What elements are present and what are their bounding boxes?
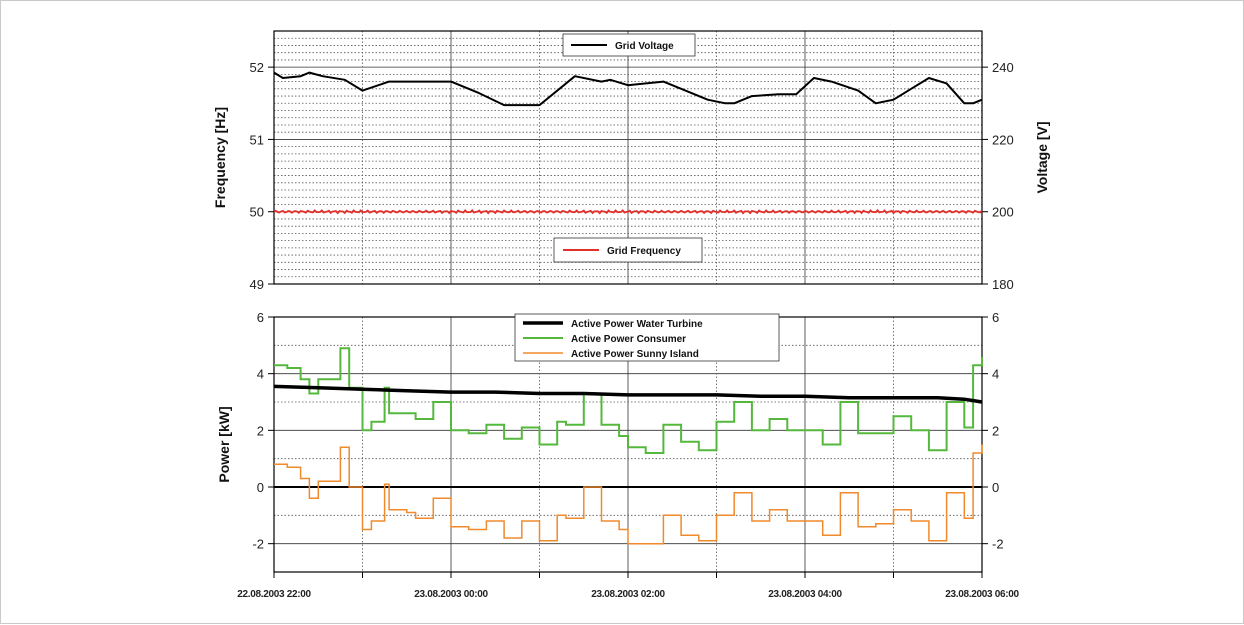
- bottom-right-tick-label: 6: [992, 310, 999, 325]
- top-panel-plot-frame: [273, 30, 983, 285]
- top-right-tick-label: 240: [992, 60, 1014, 75]
- top-right-tick-label: 180: [992, 277, 1014, 292]
- top-left-tick-label: 49: [250, 277, 264, 292]
- bottom-right-tick-label: 0: [992, 480, 999, 495]
- x-tick-label: 22.08.2003 22:00: [237, 589, 311, 600]
- legend-grid-voltage-label: Grid Voltage: [615, 41, 674, 52]
- x-tick-label: 23.08.2003 04:00: [768, 589, 842, 600]
- bottom-right-tick-label: 4: [992, 367, 999, 382]
- legend-grid-frequency-label: Grid Frequency: [607, 246, 681, 257]
- legend-grid-voltage-box: [562, 33, 696, 57]
- top-right-tick-label: 220: [992, 132, 1014, 147]
- top-left-tick-label: 50: [250, 205, 264, 220]
- bottom-left-tick-label: -2: [252, 537, 264, 552]
- x-tick-label: 23.08.2003 02:00: [591, 589, 665, 600]
- bottom-left-tick-label: 6: [257, 310, 264, 325]
- top-left-axis-label: Frequency [Hz]: [212, 107, 228, 208]
- active-power-sunny-island-line: [274, 444, 983, 545]
- grid-frequency-line: [273, 208, 983, 215]
- top-right-tick-label: 200: [992, 205, 1014, 220]
- legend-water-turbine-label: Active Power Water Turbine: [571, 319, 703, 330]
- legend-consumer-label: Active Power Consumer: [571, 334, 686, 345]
- bottom-left-tick-label: 2: [257, 423, 264, 438]
- grid-voltage-line: [273, 71, 983, 107]
- bottom-left-tick-label: 0: [257, 480, 264, 495]
- active-power-consumer-line: [274, 347, 983, 454]
- x-tick-label: 23.08.2003 00:00: [414, 589, 488, 600]
- bottom-left-tick-label: 4: [257, 367, 264, 382]
- x-tick-label: 23.08.2003 06:00: [945, 589, 1019, 600]
- top-left-tick-label: 52: [250, 60, 264, 75]
- top-right-axis-label: Voltage [V]: [1034, 121, 1050, 193]
- top-left-tick-label: 51: [250, 132, 264, 147]
- bottom-left-axis-label: Power [kW]: [216, 406, 232, 482]
- legend-sunny-island-label: Active Power Sunny Island: [571, 349, 699, 360]
- active-power-water-turbine-line: [273, 384, 983, 404]
- bottom-right-tick-label: -2: [992, 537, 1004, 552]
- bottom-right-tick-label: 2: [992, 423, 999, 438]
